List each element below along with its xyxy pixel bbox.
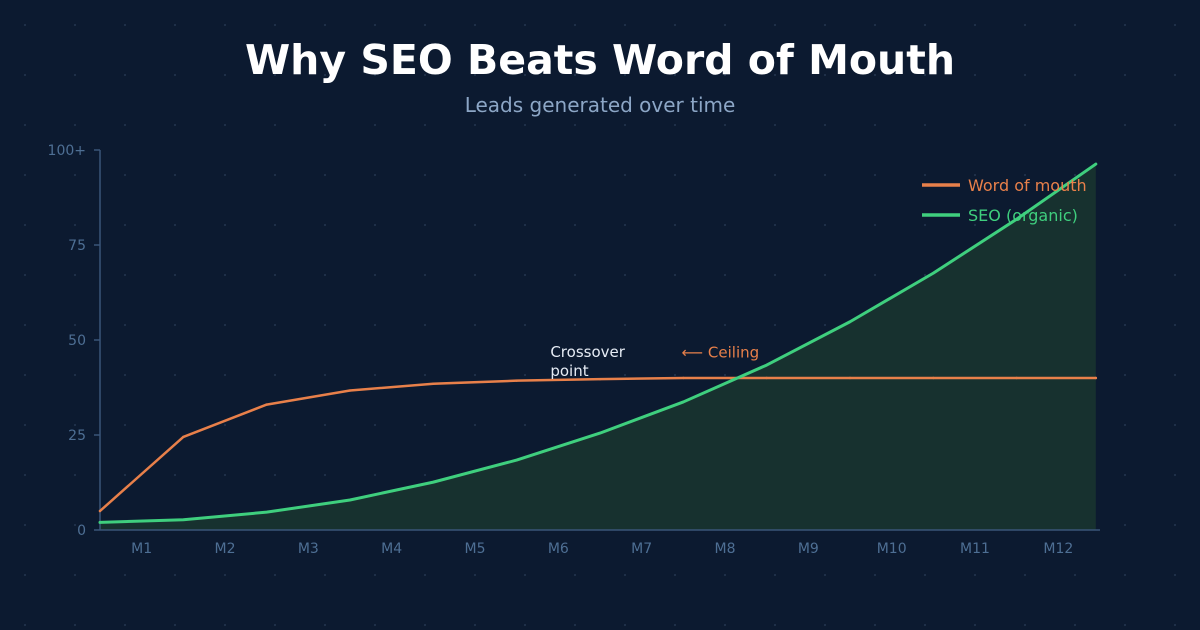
annotation-line: Crossover [550,343,625,361]
data-point [1094,376,1098,380]
x-tick-label: M8 [715,541,736,557]
data-point [182,435,185,439]
x-tick-label: M3 [298,541,319,557]
legend-label: Word of mouth [968,176,1087,195]
x-tick-label: M12 [1043,541,1073,557]
data-point [1015,376,1018,380]
data-point [682,400,685,404]
x-tick-label: M5 [465,541,486,557]
data-point [765,376,768,380]
x-tick-label: M7 [631,541,652,557]
data-point [432,480,435,484]
data-point [682,376,685,380]
data-point [932,271,935,275]
data-point [932,376,935,380]
annotation-ceiling: ⟵ Ceiling [682,343,760,361]
x-tick-label: M2 [215,541,236,557]
data-point [348,498,352,502]
x-tick-label: M9 [798,541,819,557]
x-tick-label: M10 [877,541,907,557]
legend-label: SEO (organic) [968,206,1078,225]
chart-title: Why SEO Beats Word of Mouth [244,36,956,84]
y-tick-label: 25 [68,428,86,444]
y-tick-label: 50 [68,333,86,349]
data-point [598,377,602,381]
data-point [848,376,852,380]
x-tick-label: M6 [548,541,569,557]
data-point [1094,162,1098,166]
data-point [98,521,102,524]
data-point [348,389,352,392]
data-point [265,403,268,406]
data-point [1015,217,1018,221]
series-area-1 [100,164,1096,530]
data-point [98,509,102,513]
data-point [515,458,518,462]
y-tick-label: 0 [77,523,86,539]
x-tick-label: M1 [131,541,152,557]
data-point [432,382,435,385]
annotation-line: point [550,362,588,380]
x-tick-label: M4 [381,541,402,557]
y-tick-label: 75 [68,238,86,254]
annotation-crossover: Crossover point [550,343,625,380]
data-point [265,510,268,514]
data-point [182,518,185,521]
x-tick-label: M11 [960,541,990,557]
data-point [515,379,518,382]
chart-subtitle: Leads generated over time [464,93,736,117]
data-point [848,320,852,323]
data-point [598,431,602,435]
y-tick-label: 100+ [48,143,86,159]
data-point [765,363,768,367]
